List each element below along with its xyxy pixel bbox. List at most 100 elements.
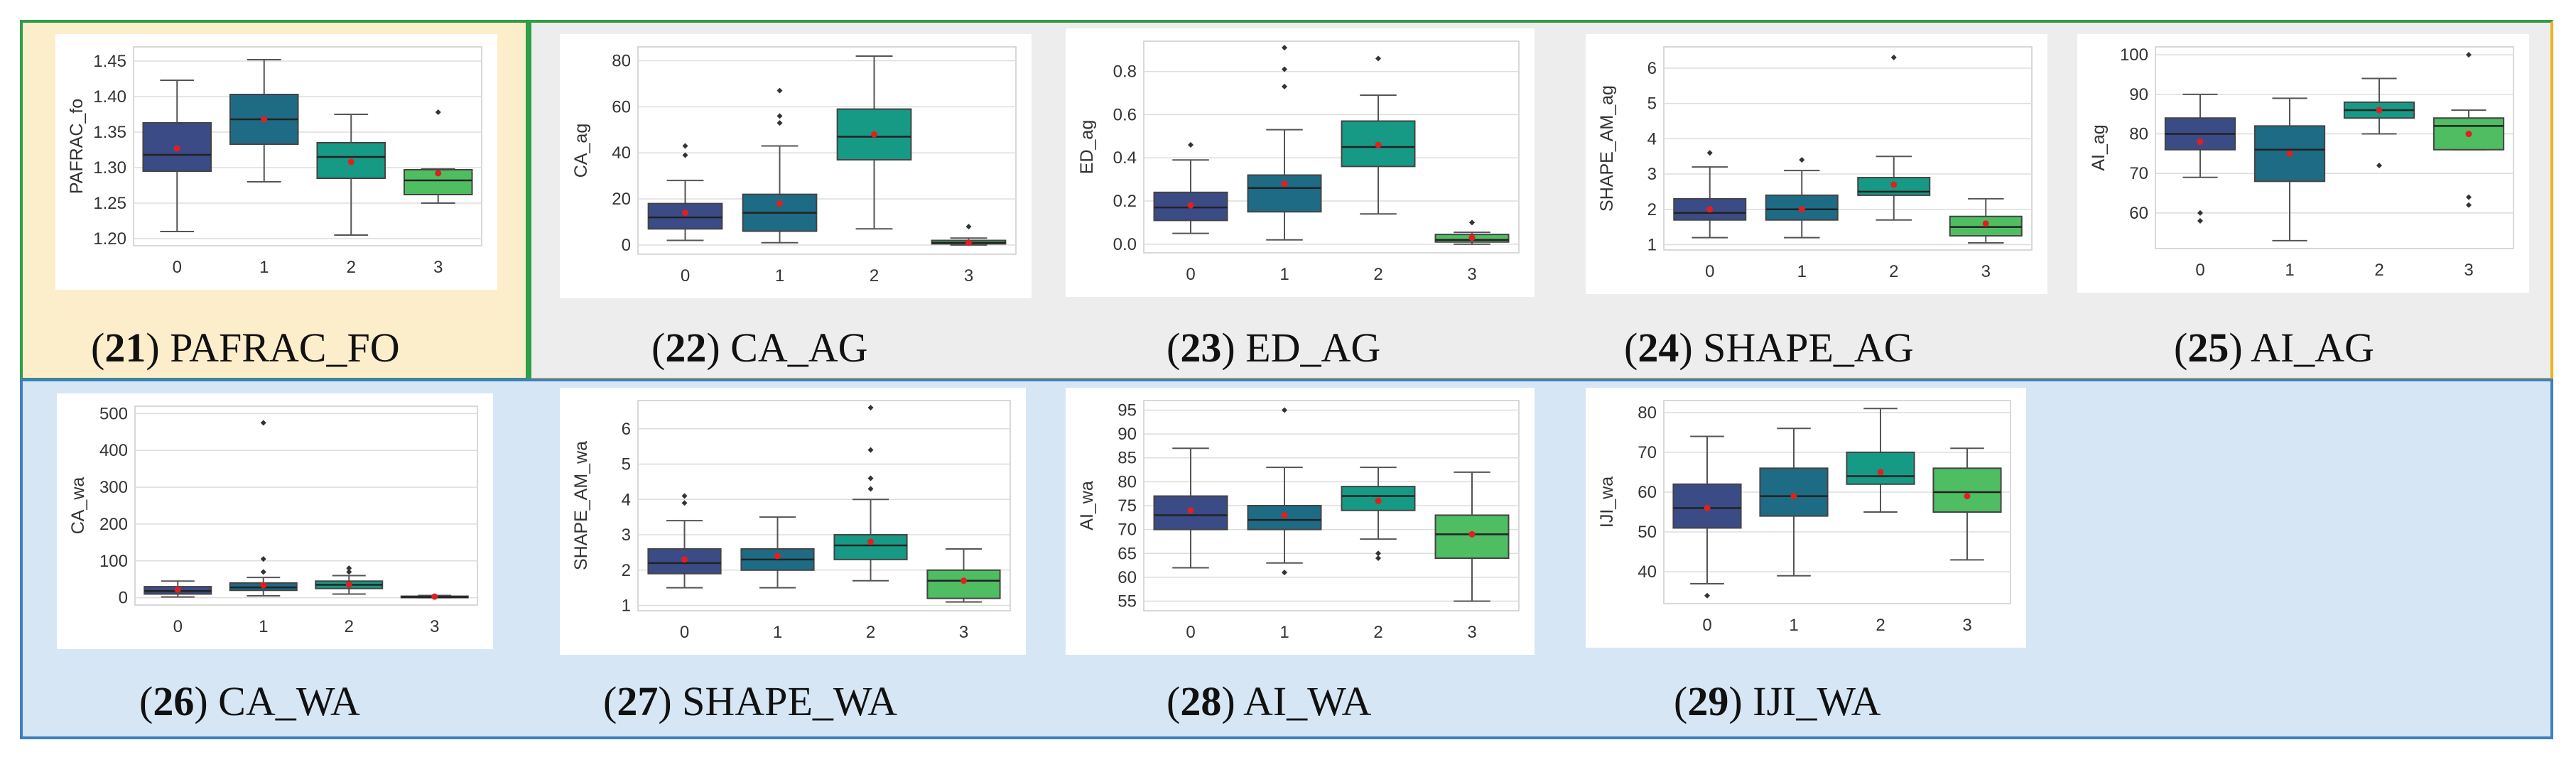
y-axis-label: CA_ag	[571, 124, 591, 178]
mean-marker-3	[431, 593, 438, 600]
outlier-point	[1375, 555, 1381, 561]
boxplot-23: 0.0 0.2 0.4 0.6 0.8 ED_ag 0 1 2 3	[1077, 40, 1520, 284]
x-tick-label: 0	[1702, 616, 1711, 635]
outlier-point	[1282, 45, 1287, 51]
caption-text: PAFRAC_FO	[170, 325, 400, 371]
mean-marker-0	[681, 556, 688, 563]
y-tick-label: 0.6	[1113, 105, 1137, 124]
plot-area	[134, 406, 478, 606]
x-tick-label: 2	[1373, 265, 1382, 284]
mean-marker-2	[1890, 181, 1898, 188]
caption-text: IJI_WA	[1753, 678, 1881, 724]
outlier-point	[682, 152, 688, 158]
mean-marker-0	[1704, 504, 1711, 511]
outlier-point	[2197, 209, 2203, 216]
x-tick-label: 3	[1962, 616, 1971, 635]
caption-25: (25) AI_AG	[2174, 325, 2374, 371]
y-tick-label: 2	[1647, 200, 1657, 219]
boxplot-21: 1.20 1.25 1.30 1.35 1.40 1.45 PAFRAC_fo 0 1 2 3	[67, 46, 482, 277]
y-tick-label: 200	[99, 515, 128, 534]
y-tick-label: 1	[1647, 236, 1657, 255]
x-tick-label: 3	[1467, 623, 1476, 642]
outlier-point	[2197, 218, 2203, 224]
mean-marker-3	[960, 577, 967, 584]
mean-marker-3	[965, 239, 972, 246]
caption-text: CA_AG	[730, 325, 868, 371]
y-axis-label: AI_ag	[2089, 124, 2109, 170]
x-tick-label: 0	[680, 623, 689, 642]
mean-marker-3	[1468, 234, 1476, 241]
y-tick-label: 40	[1638, 562, 1657, 582]
y-tick-label: 0.8	[1113, 62, 1137, 82]
mean-marker-0	[1706, 206, 1714, 213]
y-tick-label: 85	[1117, 449, 1137, 468]
caption-text: SHAPE_WA	[682, 678, 898, 724]
y-tick-label: 65	[1117, 544, 1137, 563]
box-2	[1846, 451, 1915, 485]
x-tick-label: 3	[433, 258, 443, 277]
outlier-point	[435, 109, 441, 115]
mean-marker-3	[1982, 220, 1989, 227]
outlier-point	[1890, 54, 1897, 60]
mean-marker-3	[435, 170, 442, 177]
mean-marker-1	[1281, 511, 1288, 518]
y-tick-label: 50	[1638, 523, 1657, 542]
chart-panel-21: 1.20 1.25 1.30 1.35 1.40 1.45 PAFRAC_fo 0 1 2 3	[55, 34, 497, 290]
boxplot-24: 1 2 3 4 5 6 SHAPE_AM_ag 0 1 2 3	[1597, 46, 2033, 281]
y-tick-label: 400	[99, 441, 128, 460]
outlier-point	[681, 500, 688, 506]
y-tick-label: 90	[1117, 425, 1137, 444]
y-tick-label: 3	[622, 526, 631, 545]
outlier-point	[867, 404, 874, 410]
outlier-point	[776, 113, 783, 119]
y-tick-label: 300	[99, 478, 128, 497]
outlier-point	[867, 447, 874, 453]
caption-text: AI_WA	[1243, 678, 1372, 724]
mean-marker-2	[1375, 141, 1382, 148]
y-tick-label: 0.0	[1113, 235, 1137, 254]
y-tick-label: 500	[99, 404, 128, 423]
y-tick-label: 1	[622, 597, 631, 616]
x-tick-label: 0	[1186, 623, 1195, 642]
box-0	[647, 202, 723, 230]
outlier-point	[1469, 219, 1475, 226]
chart-panel-25: 60 70 80 90 100 AI_ag 0 1 2 3	[2077, 34, 2529, 293]
y-tick-label: 40	[612, 143, 631, 163]
box-3	[926, 569, 1001, 599]
y-axis-label: SHAPE_AM_wa	[571, 441, 591, 570]
chart-panel-22: 0 20 40 60 80 CA_ag 0 1 2 3	[560, 34, 1032, 298]
y-tick-label: 6	[1647, 59, 1657, 78]
x-tick-label: 3	[959, 623, 968, 642]
y-tick-label: 55	[1117, 592, 1137, 611]
y-tick-label: 0	[119, 589, 128, 608]
chart-panel-24: 1 2 3 4 5 6 SHAPE_AM_ag 0 1 2 3	[1586, 34, 2047, 294]
mean-marker-3	[1964, 493, 1971, 500]
y-tick-label: 1.40	[93, 87, 126, 107]
outlier-point	[1282, 83, 1287, 89]
x-tick-label: 3	[430, 617, 439, 636]
y-tick-label: 20	[612, 190, 631, 209]
x-tick-label: 2	[2374, 261, 2383, 280]
caption-number: 25	[2187, 325, 2229, 371]
x-tick-label: 2	[866, 623, 875, 642]
x-tick-label: 3	[1467, 265, 1476, 284]
y-tick-label: 100	[2120, 45, 2148, 65]
mean-marker-1	[776, 200, 783, 207]
outlier-point	[1799, 157, 1805, 163]
y-axis-label: AI_wa	[1077, 481, 1097, 530]
boxplot-26: 0 100 200 300 400 500 CA_wa 0 1 2 3	[68, 404, 478, 636]
y-tick-label: 1.35	[93, 123, 126, 142]
y-tick-label: 4	[622, 490, 631, 509]
outlier-point	[260, 569, 266, 575]
x-tick-label: 2	[345, 617, 354, 636]
mean-marker-3	[1468, 530, 1476, 538]
boxplot-28: 55 60 65 70 75 80 85 90 95 AI_wa 0 1 2 3	[1077, 400, 1520, 642]
boxplot-25: 60 70 80 90 100 AI_ag 0 1 2 3	[2089, 45, 2514, 280]
mean-marker-2	[1877, 469, 1884, 476]
y-tick-label: 80	[2129, 125, 2148, 144]
mean-marker-0	[2197, 138, 2204, 146]
caption-26: (26) CA_WA	[139, 678, 360, 724]
y-tick-label: 4	[1647, 129, 1657, 148]
caption-text: ED_AG	[1245, 325, 1381, 371]
caption-27: (27) SHAPE_WA	[603, 678, 898, 724]
